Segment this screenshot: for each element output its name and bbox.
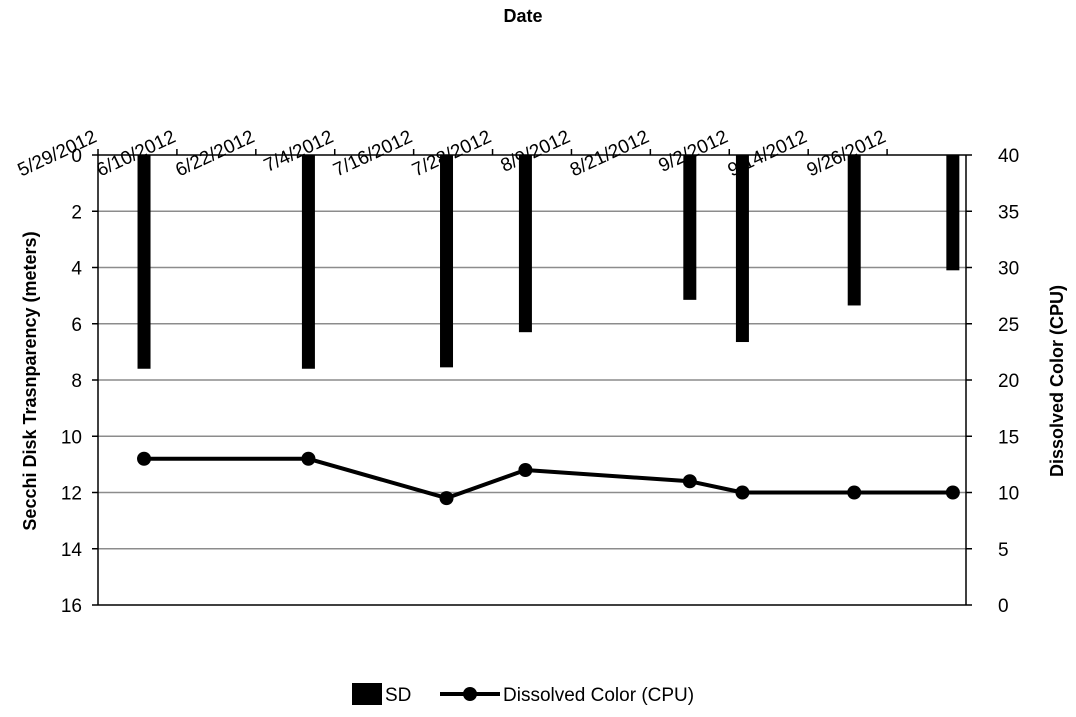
x-tick-label: 9/14/2012	[725, 126, 810, 181]
sd-bar	[683, 155, 697, 300]
x-tick-label: 9/26/2012	[804, 126, 889, 181]
left-y-tick-label: 10	[61, 427, 82, 448]
right-y-tick-label: 30	[998, 259, 1019, 280]
left-y-tick-label: 8	[71, 371, 82, 392]
right-y-tick-label: 5	[998, 540, 1009, 561]
right-y-tick-label: 15	[998, 427, 1019, 448]
dissolved-color-point	[735, 485, 750, 500]
sd-bar	[440, 155, 454, 368]
dissolved-color-point	[847, 485, 862, 500]
right-y-tick-label: 25	[998, 315, 1019, 336]
sd-bar	[735, 155, 749, 343]
left-y-tick-label: 2	[71, 202, 82, 223]
left-y-tick-label: 6	[71, 315, 82, 336]
x-tick-label: 7/4/2012	[261, 126, 337, 176]
right-y-tick-label: 40	[998, 146, 1019, 167]
legend-sd-swatch	[352, 683, 382, 705]
left-y-tick-label: 0	[71, 146, 82, 167]
sd-bar	[301, 155, 315, 369]
legend: SD Dissolved Color (CPU)	[352, 683, 694, 706]
dissolved-color-point	[945, 485, 960, 500]
x-tick-label: 5/29/2012	[15, 126, 100, 181]
left-y-tick-label: 4	[71, 259, 82, 280]
dissolved-color-point	[439, 491, 454, 506]
dissolved-color-point	[137, 451, 152, 466]
right-y-tick-label: 35	[998, 202, 1019, 223]
x-axis-title: Date	[503, 6, 542, 26]
sd-bar	[518, 155, 532, 333]
x-tick-label: 8/9/2012	[498, 126, 574, 176]
dissolved-color-point	[518, 463, 533, 477]
dissolved-color-polyline	[144, 456, 953, 501]
legend-sd-label: SD	[385, 685, 411, 706]
dissolved-color-point	[682, 474, 697, 489]
right-y-axis-title: Dissolved Color (CPU)	[1047, 285, 1067, 477]
sd-bar	[847, 155, 861, 306]
right-y-tick-label: 0	[998, 596, 1009, 617]
x-tick-label: 6/10/2012	[94, 126, 179, 181]
x-tick-label: 8/21/2012	[567, 126, 652, 181]
x-tick-label: 6/22/2012	[172, 126, 257, 181]
sd-bar	[946, 155, 960, 271]
gridlines	[98, 210, 966, 550]
left-y-tick-label: 16	[61, 596, 82, 617]
left-y-tick-label: 14	[61, 540, 83, 561]
left-y-tick-label: 12	[61, 484, 82, 505]
sd-bar	[137, 155, 151, 369]
axes	[92, 149, 972, 606]
right-y-tick-label: 20	[998, 371, 1019, 392]
dissolved-color-point	[301, 451, 316, 466]
x-tick-label: 7/16/2012	[330, 126, 415, 181]
legend-line-marker	[463, 687, 477, 701]
right-y-tick-label: 10	[998, 484, 1019, 505]
dissolved-color-line	[137, 451, 960, 506]
sd-bars	[137, 155, 960, 369]
legend-dissolved-color-label: Dissolved Color (CPU)	[503, 685, 694, 706]
left-y-axis-title: Secchi Disk Trasnparency (meters)	[20, 231, 40, 530]
